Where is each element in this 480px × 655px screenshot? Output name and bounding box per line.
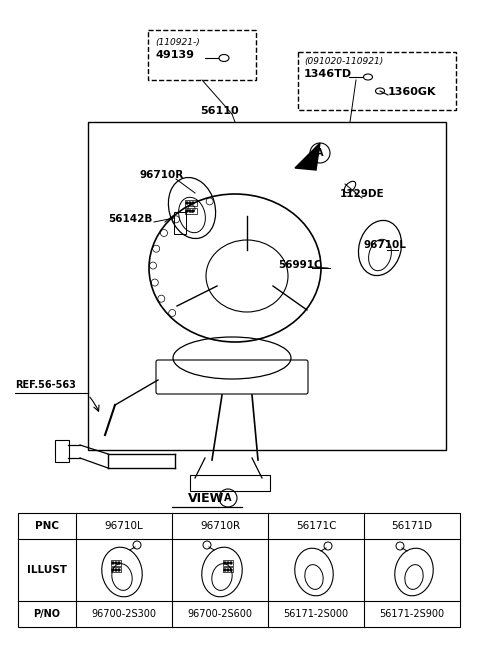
Text: 1129DE: 1129DE [340,189,384,199]
Circle shape [227,562,229,564]
Polygon shape [295,143,320,170]
Text: A: A [316,148,324,158]
Text: 96710L: 96710L [363,240,406,250]
Text: 56991C: 56991C [278,260,322,270]
Bar [298,52,456,110]
Text: 96710R: 96710R [140,170,184,180]
Text: PNC: PNC [35,521,59,531]
Text: VIEW: VIEW [188,492,224,505]
Bar [148,30,256,80]
Text: 49139: 49139 [155,50,194,60]
Bar [174,212,186,234]
Bar [223,560,233,566]
Bar [190,475,270,491]
Bar [55,440,69,462]
Bar [88,122,446,450]
Text: A: A [224,493,232,503]
Circle shape [192,210,194,212]
Bar [185,208,197,214]
Circle shape [118,562,120,564]
Bar [185,200,197,206]
Text: (110921-): (110921-) [155,38,200,47]
Circle shape [112,569,114,571]
Circle shape [230,569,232,571]
Circle shape [189,210,191,212]
Bar [111,560,121,566]
Text: 1346TD: 1346TD [304,69,352,79]
Circle shape [224,569,226,571]
Text: 56142B: 56142B [108,214,152,224]
Circle shape [118,569,120,571]
Bar [223,567,233,572]
Text: P/NO: P/NO [34,609,60,619]
Text: 56171C: 56171C [296,521,336,531]
Text: 96710R: 96710R [200,521,240,531]
Text: 96700-2S300: 96700-2S300 [92,609,156,619]
Text: 96710L: 96710L [105,521,144,531]
Circle shape [115,569,117,571]
Text: 56171D: 56171D [391,521,432,531]
Text: 56171-2S000: 56171-2S000 [283,609,348,619]
Text: 56110: 56110 [200,106,239,116]
Text: 96700-2S600: 96700-2S600 [188,609,252,619]
Circle shape [115,562,117,564]
Text: (091020-110921): (091020-110921) [304,57,383,66]
Bar [111,567,121,572]
Text: ILLUST: ILLUST [27,565,67,575]
Circle shape [112,562,114,564]
Circle shape [186,202,188,204]
Bar [18,513,460,627]
Circle shape [192,202,194,204]
Circle shape [230,562,232,564]
Text: 56171-2S900: 56171-2S900 [379,609,444,619]
Circle shape [186,210,188,212]
Text: REF.56-563: REF.56-563 [15,380,76,390]
Circle shape [224,562,226,564]
Text: 1360GK: 1360GK [388,87,436,97]
Circle shape [189,202,191,204]
Circle shape [227,569,229,571]
